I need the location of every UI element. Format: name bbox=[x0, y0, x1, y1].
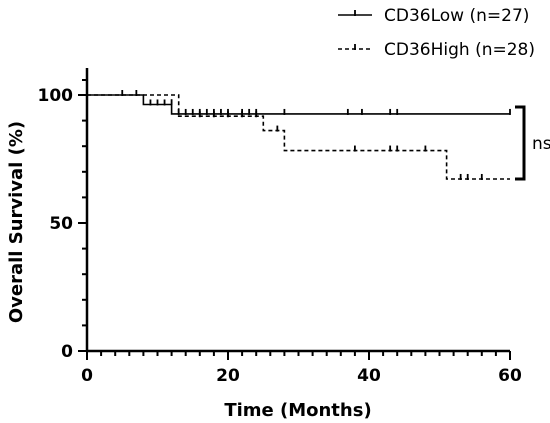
significance-annotation: ns bbox=[515, 105, 550, 181]
y-tick-label: 0 bbox=[61, 342, 73, 362]
legend-label-1: CD36Low (n=27) bbox=[384, 6, 529, 26]
significance-bracket bbox=[515, 105, 526, 181]
x-tick-label: 60 bbox=[498, 366, 522, 386]
y-tick-label: 100 bbox=[38, 86, 74, 106]
series-curves bbox=[87, 90, 511, 180]
series-curve-2 bbox=[87, 94, 510, 180]
legend-label-2: CD36High (n=28) bbox=[384, 40, 535, 60]
significance-label: ns bbox=[532, 134, 550, 154]
axes: 0 20 40 60 0 50 100 bbox=[38, 68, 522, 386]
x-tick-label: 40 bbox=[357, 366, 381, 386]
y-axis-title: Overall Survival (%) bbox=[6, 121, 27, 323]
x-tick-label: 0 bbox=[81, 366, 93, 386]
x-axis-title: Time (Months) bbox=[224, 400, 371, 421]
x-tick-label: 20 bbox=[216, 366, 240, 386]
y-tick-label: 50 bbox=[49, 214, 73, 234]
legend: CD36Low (n=27) CD36High (n=28) bbox=[338, 6, 535, 60]
